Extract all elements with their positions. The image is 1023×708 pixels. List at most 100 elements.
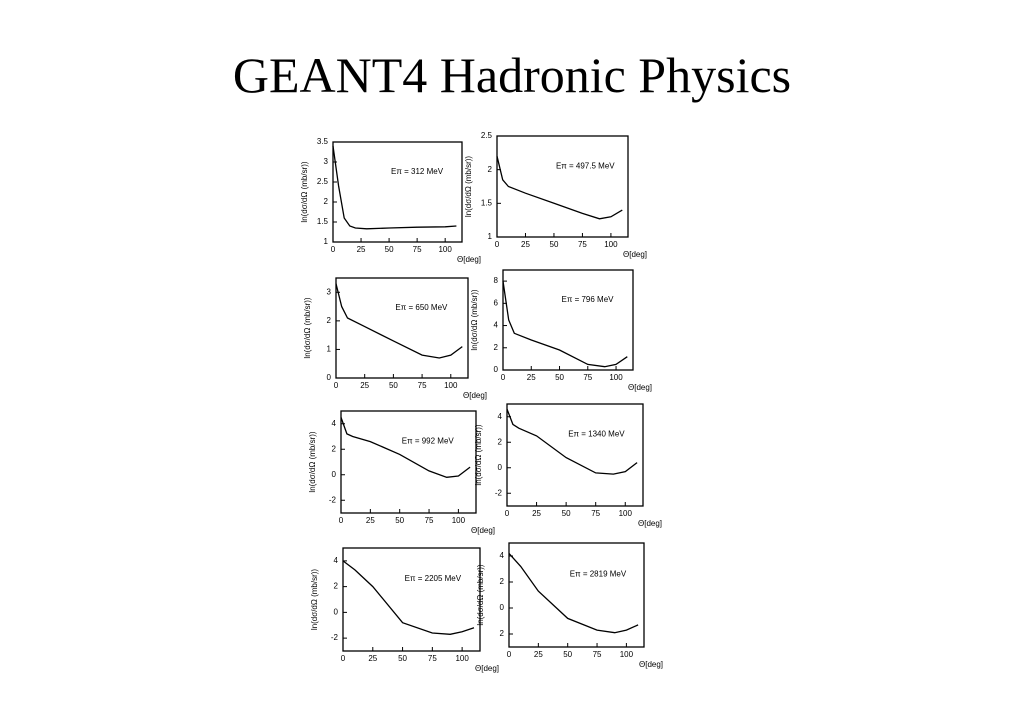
plot: 0 25 50 75 100 0 1 2 3 Eπ = 650 MeV Θ[deg] ln(dσ/dΩ…: [303, 277, 487, 400]
x-axis-label: Θ[deg]: [463, 391, 487, 400]
annotation: Eπ = 796 MeV: [562, 295, 615, 304]
x-tick-label: 0: [331, 245, 336, 254]
y-tick-label: 1: [488, 232, 493, 241]
y-tick-label: 4: [500, 551, 505, 560]
x-tick-label: 100: [620, 650, 634, 659]
x-tick-label: 50: [562, 509, 571, 518]
x-tick-label: 75: [413, 245, 422, 254]
y-tick-label: 0: [332, 470, 337, 479]
annotation: Eπ = 2205 MeV: [405, 574, 462, 583]
x-tick-label: 0: [505, 509, 510, 518]
x-axis-label: Θ[deg]: [638, 519, 662, 528]
plot-frame: [496, 135, 629, 238]
y-axis-label: ln(dσ/dΩ (mb/sr)): [474, 424, 483, 485]
x-tick-label: 50: [398, 654, 407, 663]
x-tick-label: 100: [452, 516, 466, 525]
y-tick-label: -2: [329, 495, 337, 504]
y-tick-label: 3.5: [317, 137, 329, 146]
y-axis-label: ln(dσ/dΩ (mb/sr)): [303, 297, 312, 358]
x-tick-label: 25: [527, 373, 536, 382]
annotation: Eπ = 2819 MeV: [570, 569, 627, 578]
curve: [496, 156, 623, 220]
x-tick-label: 75: [418, 381, 427, 390]
plot: 0 25 50 75 100 1 1.5 2 2.5 3 3.5 Eπ = 312 MeV Θ[deg]…: [300, 137, 481, 264]
plot: 0 25 50 75 100 -2 0 2 4 Eπ = 2205 MeV Θ[deg] ln(dσ/…: [310, 547, 499, 673]
x-tick-label: 75: [593, 650, 602, 659]
y-tick-label: 2: [488, 165, 493, 174]
x-tick-label: 75: [583, 373, 592, 382]
y-tick-label: 1: [327, 345, 332, 354]
x-axis-label: Θ[deg]: [471, 526, 495, 535]
plot-frame: [340, 410, 477, 514]
y-tick-label: 2.5: [481, 131, 493, 140]
x-tick-label: 0: [495, 240, 500, 249]
y-tick-label: 0: [334, 607, 339, 616]
x-tick-label: 50: [385, 245, 394, 254]
x-axis-label: Θ[deg]: [639, 660, 663, 669]
x-axis-label: Θ[deg]: [475, 664, 499, 673]
plot: 0 25 50 75 100 -2 0 2 4 Eπ = 1340 MeV Θ[deg] ln(dσ/…: [474, 403, 662, 528]
y-tick-label: 3: [324, 157, 329, 166]
y-tick-label: 4: [334, 556, 339, 565]
y-tick-label: 2: [332, 444, 337, 453]
x-tick-label: 50: [395, 516, 404, 525]
x-tick-label: 25: [366, 516, 375, 525]
y-axis-label: ln(dσ/dΩ (mb/sr)): [464, 156, 473, 217]
x-tick-label: 100: [455, 654, 469, 663]
x-tick-label: 25: [357, 245, 366, 254]
y-axis-label: ln(dσ/dΩ (mb/sr)): [300, 161, 309, 222]
annotation: Eπ = 497.5 MeV: [556, 161, 615, 170]
x-tick-label: 0: [339, 516, 344, 525]
x-tick-label: 75: [591, 509, 600, 518]
x-tick-label: 50: [555, 373, 564, 382]
annotation: Eπ = 312 MeV: [391, 167, 444, 176]
y-tick-label: 0: [500, 603, 505, 612]
y-tick-label: 2: [500, 629, 505, 638]
slide-title: GEANT4 Hadronic Physics: [233, 47, 791, 103]
y-tick-label: 0: [494, 365, 499, 374]
plot-frame: [335, 277, 469, 379]
curve: [508, 552, 639, 634]
y-tick-label: 1.5: [481, 198, 493, 207]
x-tick-label: 0: [341, 654, 346, 663]
plot-frame: [342, 547, 481, 652]
plot-frame: [506, 403, 644, 507]
curve: [332, 145, 457, 230]
curve: [502, 281, 628, 368]
y-axis-label: ln(dσ/dΩ (mb/sr)): [308, 431, 317, 492]
curve: [506, 408, 638, 475]
plot-frame: [508, 542, 645, 648]
x-tick-label: 25: [532, 509, 541, 518]
x-axis-label: Θ[deg]: [623, 250, 647, 259]
y-tick-label: 3: [327, 287, 332, 296]
y-tick-label: 2.5: [317, 177, 329, 186]
y-tick-label: 2: [498, 437, 503, 446]
y-tick-label: 2: [327, 316, 332, 325]
x-tick-label: 100: [604, 240, 618, 249]
y-tick-label: 1: [324, 237, 329, 246]
x-tick-label: 100: [609, 373, 623, 382]
x-tick-label: 25: [521, 240, 530, 249]
x-tick-label: 25: [368, 654, 377, 663]
plot: 0 25 50 75 100 0 2 4 6 8 Eπ = 796 MeV Θ[deg] ln(dσ/d…: [470, 269, 652, 392]
x-tick-label: 50: [563, 650, 572, 659]
x-axis-label: Θ[deg]: [628, 383, 652, 392]
x-tick-label: 100: [619, 509, 633, 518]
annotation: Eπ = 650 MeV: [395, 303, 448, 312]
y-tick-label: 2: [494, 343, 499, 352]
x-tick-label: 75: [578, 240, 587, 249]
curve: [335, 283, 463, 359]
plot: 0 25 50 75 100 -2 0 2 4 Eπ = 992 MeV Θ[deg] ln(dσ/d…: [308, 410, 495, 535]
x-tick-label: 25: [360, 381, 369, 390]
y-tick-label: 4: [494, 321, 499, 330]
x-tick-label: 0: [507, 650, 512, 659]
y-axis-label: ln(dσ/dΩ (mb/sr)): [470, 289, 479, 350]
x-axis-label: Θ[deg]: [457, 255, 481, 264]
y-tick-label: 6: [494, 298, 499, 307]
x-tick-label: 50: [389, 381, 398, 390]
x-tick-label: 0: [334, 381, 339, 390]
plot-frame: [332, 141, 463, 243]
y-tick-label: 0: [327, 373, 332, 382]
y-tick-label: 1.5: [317, 217, 329, 226]
